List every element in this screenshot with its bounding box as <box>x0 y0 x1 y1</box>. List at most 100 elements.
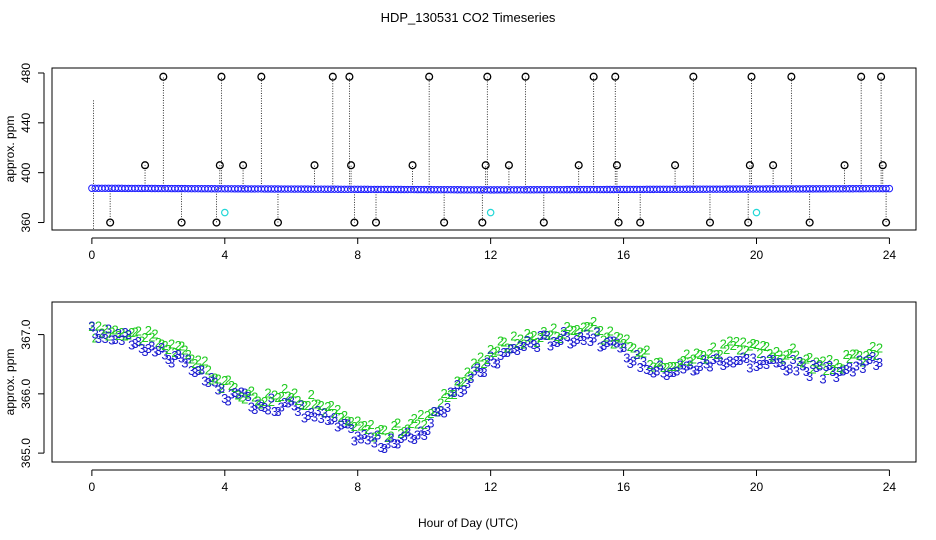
bottom-series-3-point: 3 <box>710 352 717 367</box>
bottom-series-2-point: 2 <box>258 396 265 411</box>
bottom-series-3-point: 3 <box>557 333 564 348</box>
bottom-series-2-point: 2 <box>826 352 833 367</box>
top-spike-point <box>310 161 319 170</box>
top-spike-point <box>521 72 530 81</box>
bottom-series-3-point: 3 <box>175 347 182 362</box>
bottom-series-2-point: 2 <box>151 327 158 342</box>
bottom-series-3-point: 3 <box>540 328 547 343</box>
bottom-series-3-point: 3 <box>291 399 298 414</box>
bottom-series-2-point: 2 <box>726 334 733 349</box>
bottom-series-3-point: 3 <box>437 403 444 418</box>
top-spike-point <box>217 72 226 81</box>
top-spike-point <box>504 161 513 170</box>
bottom-series-3-point: 3 <box>311 409 318 424</box>
bottom-series-2-point: 2 <box>354 413 361 428</box>
top-cyan-point <box>221 208 229 217</box>
bottom-series-3-point: 3 <box>647 363 654 378</box>
bottom-series-2-point: 2 <box>404 421 411 436</box>
bottom-series-3-point: 3 <box>155 343 162 358</box>
bottom-series-3-point: 3 <box>769 352 776 367</box>
bottom-series-3-point: 3 <box>580 333 587 348</box>
bottom-y-tick-label: 367.0 <box>19 319 33 349</box>
bottom-series-2-point: 2 <box>706 346 713 361</box>
bottom-series-2-point: 2 <box>261 394 268 409</box>
bottom-x-tick-label: 0 <box>89 480 96 494</box>
bottom-series-2-point: 2 <box>138 333 145 348</box>
bottom-y-axis-label: approx. ppm <box>3 349 17 416</box>
bottom-series-2-point: 2 <box>760 338 767 353</box>
top-spike-point <box>478 218 487 227</box>
bottom-series-2-point: 2 <box>836 360 843 375</box>
bottom-series-3-point: 3 <box>308 405 315 420</box>
top-spike-point <box>636 218 645 227</box>
bottom-series-3-point: 3 <box>670 365 677 380</box>
bottom-series-2-point: 2 <box>553 329 560 344</box>
bottom-series-2-point: 2 <box>690 351 697 366</box>
bottom-series-2-point: 2 <box>394 416 401 431</box>
bottom-series-2-point: 2 <box>666 359 673 374</box>
bottom-series-3-point: 3 <box>517 338 524 353</box>
bottom-series-3-point: 3 <box>590 330 597 345</box>
bottom-series-3-point: 3 <box>361 427 368 442</box>
top-cyan-point <box>486 208 495 217</box>
bottom-series-2-point: 2 <box>195 352 202 367</box>
bottom-series-3-point: 3 <box>387 431 394 446</box>
bottom-series-2-point: 2 <box>593 324 600 339</box>
bottom-series-3-point: 3 <box>271 404 278 419</box>
bottom-series-2-point: 2 <box>863 348 870 363</box>
bottom-series-2-point: 2 <box>843 347 850 362</box>
top-spike-point <box>159 72 168 81</box>
bottom-series-2-point: 2 <box>746 339 753 354</box>
bottom-series-2-point: 2 <box>191 356 198 371</box>
bottom-series-3-point: 3 <box>145 341 152 356</box>
bottom-series-2-point: 2 <box>763 339 770 354</box>
bottom-series-3-point: 3 <box>776 355 783 370</box>
bottom-series-3-point: 3 <box>819 371 826 386</box>
bottom-series-2-point: 2 <box>225 372 232 387</box>
bottom-series-3-point: 3 <box>454 377 461 392</box>
bottom-series-2-point: 2 <box>789 340 796 355</box>
bottom-series-2-point: 2 <box>474 359 481 374</box>
bottom-series-2-point: 2 <box>311 397 318 412</box>
bottom-series-3-point: 3 <box>264 403 271 418</box>
bottom-series-2-point: 2 <box>421 417 428 432</box>
bottom-series-3-point: 3 <box>600 338 607 353</box>
top-spike-point <box>212 218 221 227</box>
top-baseline-point <box>885 184 894 193</box>
bottom-series-2-point: 2 <box>401 424 408 439</box>
bottom-series-3-point: 3 <box>833 370 840 385</box>
bottom-series-2-point: 2 <box>444 390 451 405</box>
bottom-series-2-point: 2 <box>314 396 321 411</box>
top-spike-point <box>425 72 434 81</box>
bottom-x-tick-label: 8 <box>354 480 361 494</box>
bottom-series-2-point: 2 <box>274 390 281 405</box>
bottom-series-3-point: 3 <box>231 385 238 400</box>
bottom-series-2-point: 2 <box>318 398 325 413</box>
bottom-series-3-point: 3 <box>653 363 660 378</box>
bottom-series-2-point: 2 <box>776 347 783 362</box>
bottom-series-2-point: 2 <box>633 347 640 362</box>
bottom-series-3-point: 3 <box>583 326 590 341</box>
top-x-tick-label: 8 <box>354 248 361 262</box>
bottom-series-3-point: 3 <box>690 364 697 379</box>
top-y-tick-label: 440 <box>19 112 33 132</box>
bottom-series-2-point: 2 <box>131 324 138 339</box>
bottom-axes: 0 4 8 12 16 20 24 365.0 366.0 367.0 <box>19 319 896 494</box>
bottom-series-2-point: 2 <box>397 426 404 441</box>
bottom-series-3-point: 3 <box>484 355 491 370</box>
bottom-series-2-point: 2 <box>640 345 647 360</box>
bottom-series-3-point: 3 <box>796 354 803 369</box>
bottom-series-2-point: 2 <box>128 325 135 340</box>
bottom-series-3-point: 3 <box>294 404 301 419</box>
bottom-series-3-point: 3 <box>407 431 414 446</box>
bottom-series-2-point: 2 <box>683 347 690 362</box>
bottom-series-2-point: 2 <box>185 347 192 362</box>
bottom-series-3-point: 3 <box>404 425 411 440</box>
bottom-series-3-point: 3 <box>281 395 288 410</box>
bottom-series-2-point: 2 <box>254 394 261 409</box>
bottom-series-2-point: 2 <box>434 404 441 419</box>
bottom-series-2-point: 2 <box>188 352 195 367</box>
bottom-series-3-point: 3 <box>337 417 344 432</box>
bottom-series-3-point: 3 <box>108 333 115 348</box>
top-spike-point <box>882 218 891 227</box>
